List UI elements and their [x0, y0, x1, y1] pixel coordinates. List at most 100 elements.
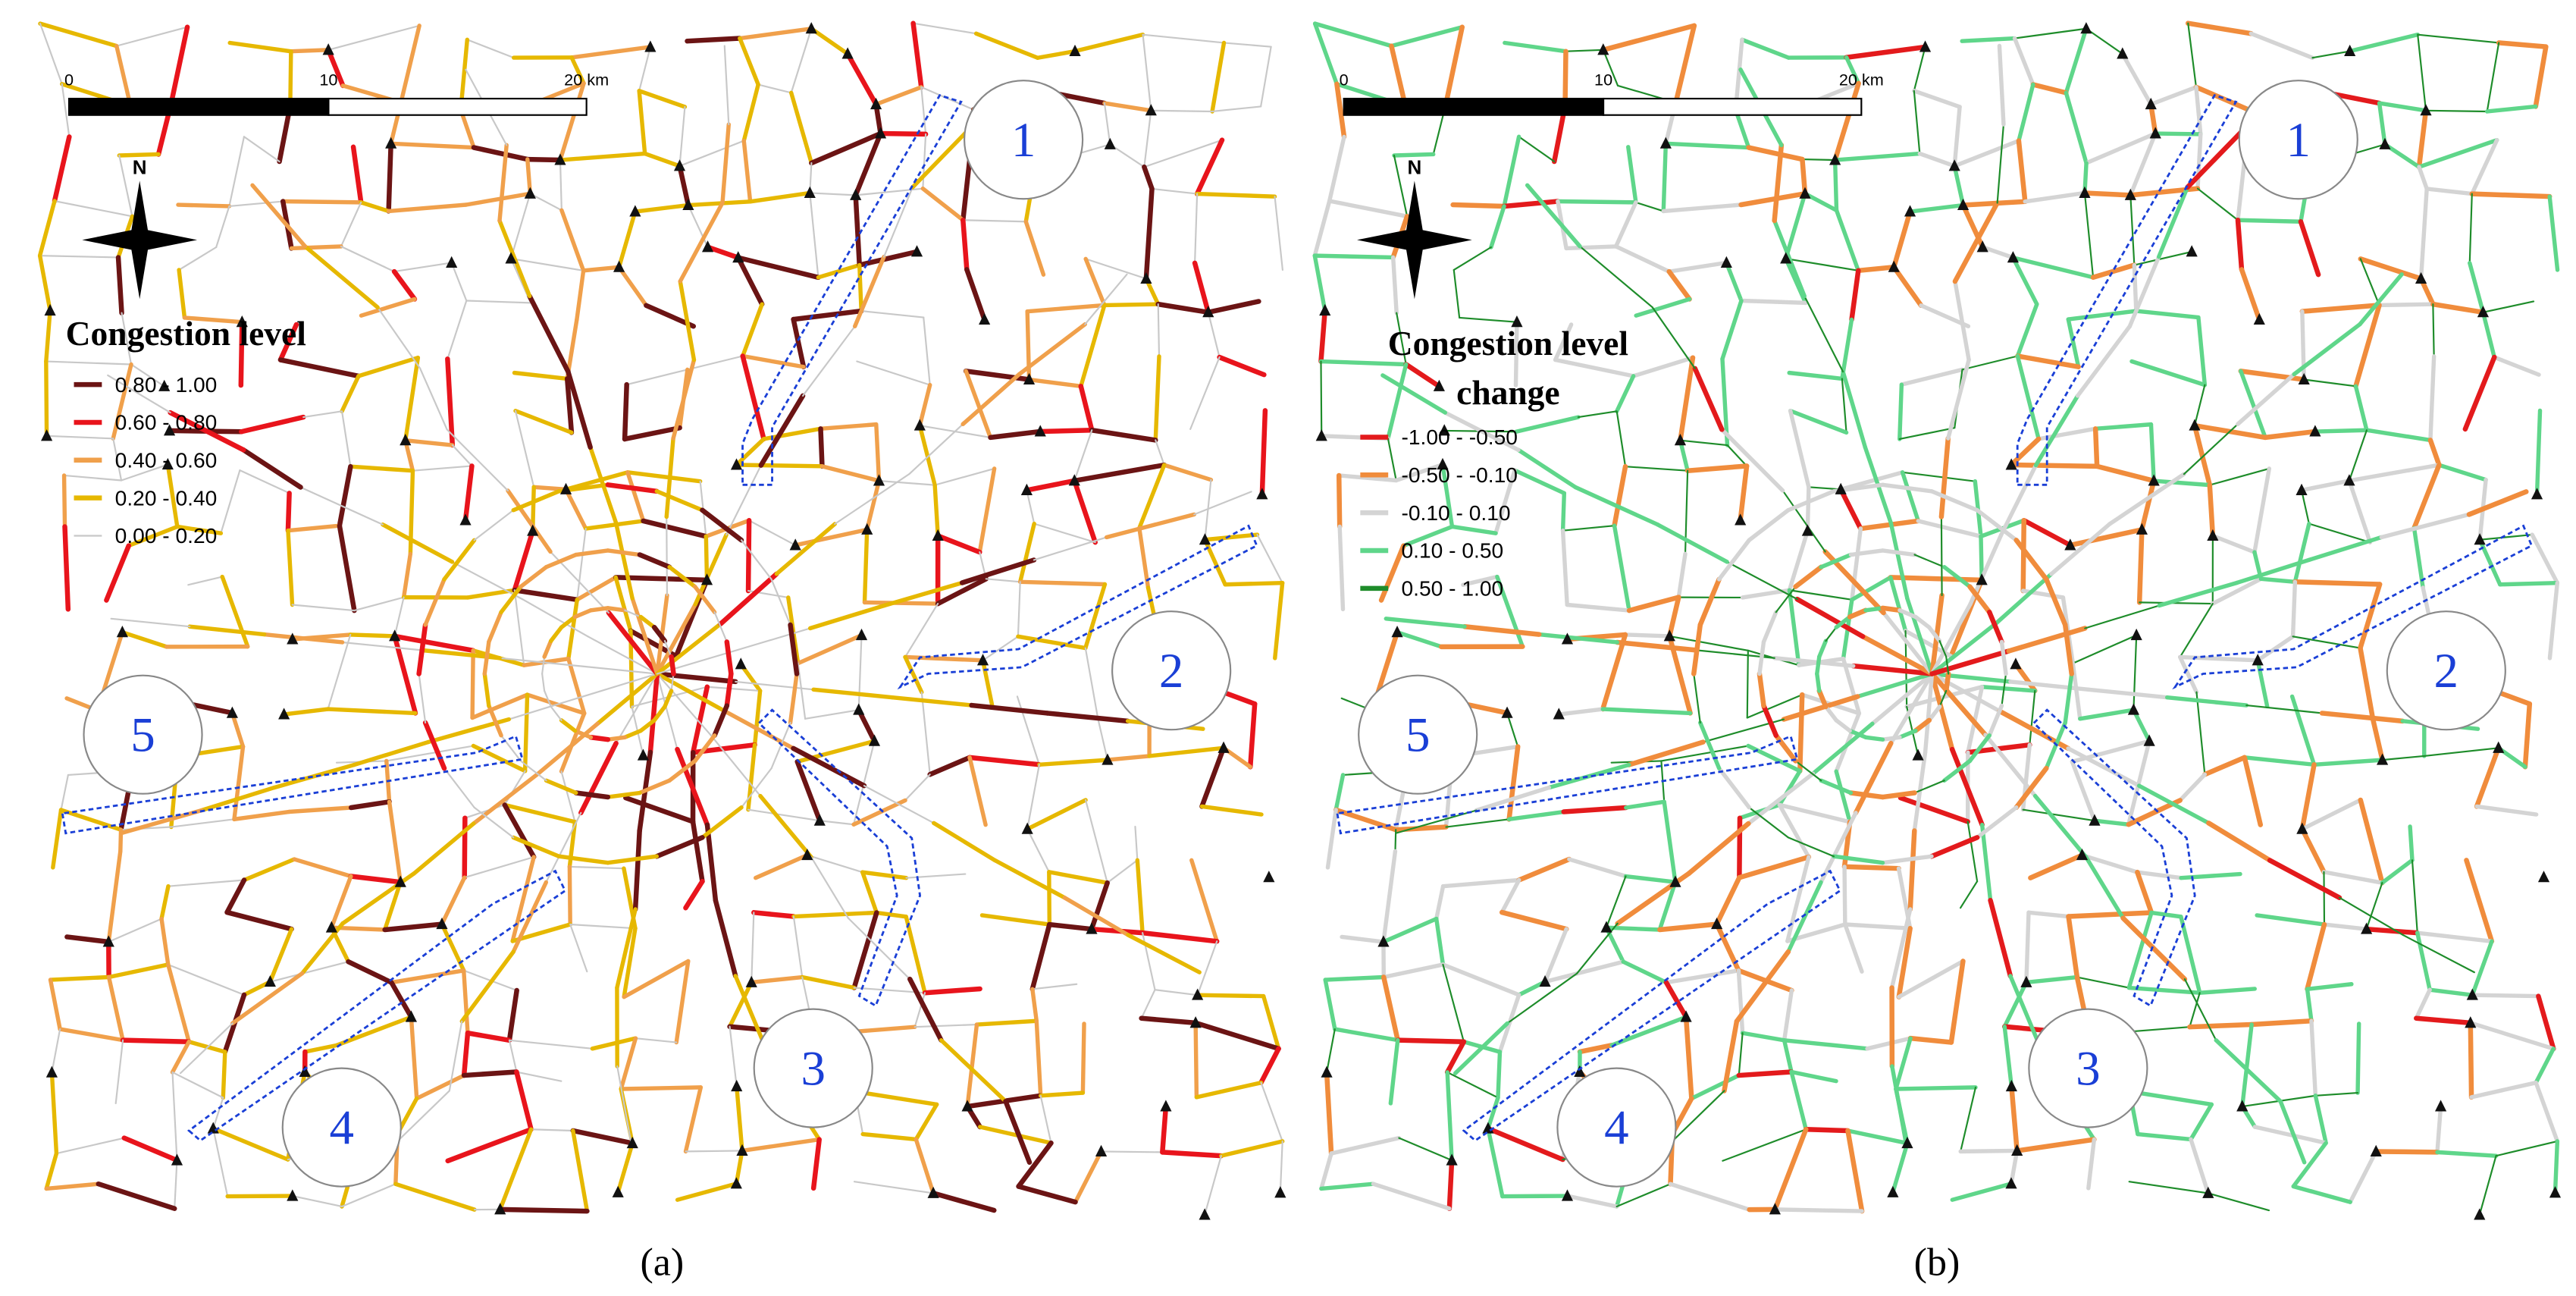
road [1953, 279, 1971, 362]
road [2347, 32, 2420, 54]
road [2306, 535, 2384, 563]
legend-label: 0.00 - 0.20 [115, 523, 218, 548]
road [1693, 673, 1701, 724]
road [1612, 463, 1628, 529]
road [409, 1015, 419, 1101]
road [250, 183, 308, 249]
station [2531, 488, 2543, 500]
road [2024, 974, 2079, 985]
road [637, 552, 672, 570]
road [2136, 783, 2211, 826]
road [1434, 883, 1446, 921]
road [2028, 852, 2085, 880]
road [2299, 827, 2327, 875]
road [1848, 790, 1885, 800]
road [2249, 31, 2315, 60]
road [199, 785, 277, 813]
station [1600, 921, 1612, 933]
road [1029, 921, 1052, 992]
road [1894, 1085, 1978, 1091]
road [686, 355, 744, 371]
road [2469, 191, 2552, 199]
station [1835, 482, 1847, 494]
road [168, 410, 246, 453]
road [1847, 728, 1868, 739]
road [819, 464, 882, 483]
road [1126, 933, 1202, 974]
road [2066, 910, 2155, 919]
road [536, 721, 600, 776]
road [502, 802, 537, 860]
road [810, 856, 849, 919]
road [2066, 317, 2081, 369]
road [1788, 589, 1853, 601]
road [1089, 427, 1158, 443]
road [502, 802, 578, 824]
road [1783, 191, 1807, 261]
road [299, 921, 345, 976]
road [935, 576, 989, 607]
road [904, 915, 927, 995]
road [1819, 811, 1858, 885]
road [544, 552, 578, 570]
road [291, 604, 356, 612]
station [236, 315, 248, 328]
road [1389, 25, 1465, 49]
road [654, 671, 738, 685]
road [1017, 581, 1021, 638]
road [1026, 828, 1050, 873]
station [1315, 429, 1327, 441]
road [1034, 1018, 1043, 1098]
road [1938, 435, 1951, 519]
station [1433, 379, 1445, 391]
station [644, 40, 657, 52]
road [1386, 362, 1409, 441]
station [299, 1065, 311, 1077]
corridor [741, 94, 963, 486]
road [510, 855, 536, 943]
road [2139, 601, 2214, 605]
station [1145, 104, 1157, 116]
road [1486, 1095, 1500, 1131]
station [2309, 425, 2321, 437]
station [1217, 741, 1230, 753]
road [2470, 939, 2494, 997]
road [1450, 202, 1507, 209]
road [571, 1128, 590, 1213]
road [2245, 704, 2324, 714]
road [115, 255, 124, 315]
station [700, 573, 713, 585]
road [1518, 136, 1556, 163]
road [1916, 519, 1983, 539]
road [1378, 543, 1406, 603]
road [44, 1151, 59, 1191]
road [2120, 52, 2153, 107]
road [443, 767, 475, 808]
road [385, 745, 475, 762]
road [615, 673, 658, 745]
road [2299, 762, 2317, 832]
station [44, 303, 56, 316]
road [2084, 131, 2158, 165]
road [1525, 183, 1582, 249]
station [2079, 186, 2091, 198]
road [1927, 704, 1942, 723]
road [529, 193, 563, 212]
road [1403, 362, 1442, 389]
road [220, 574, 250, 649]
scale-label: 10 [1594, 71, 1612, 89]
road [2358, 582, 2383, 651]
road [340, 201, 362, 248]
road [2427, 987, 2475, 997]
road [2292, 579, 2383, 587]
road [2358, 256, 2424, 281]
road [693, 584, 717, 614]
road [1380, 373, 1448, 415]
road [1462, 623, 1542, 637]
road [1025, 303, 1107, 314]
road [1024, 478, 1077, 493]
road [1323, 974, 1386, 982]
road [675, 1181, 739, 1202]
